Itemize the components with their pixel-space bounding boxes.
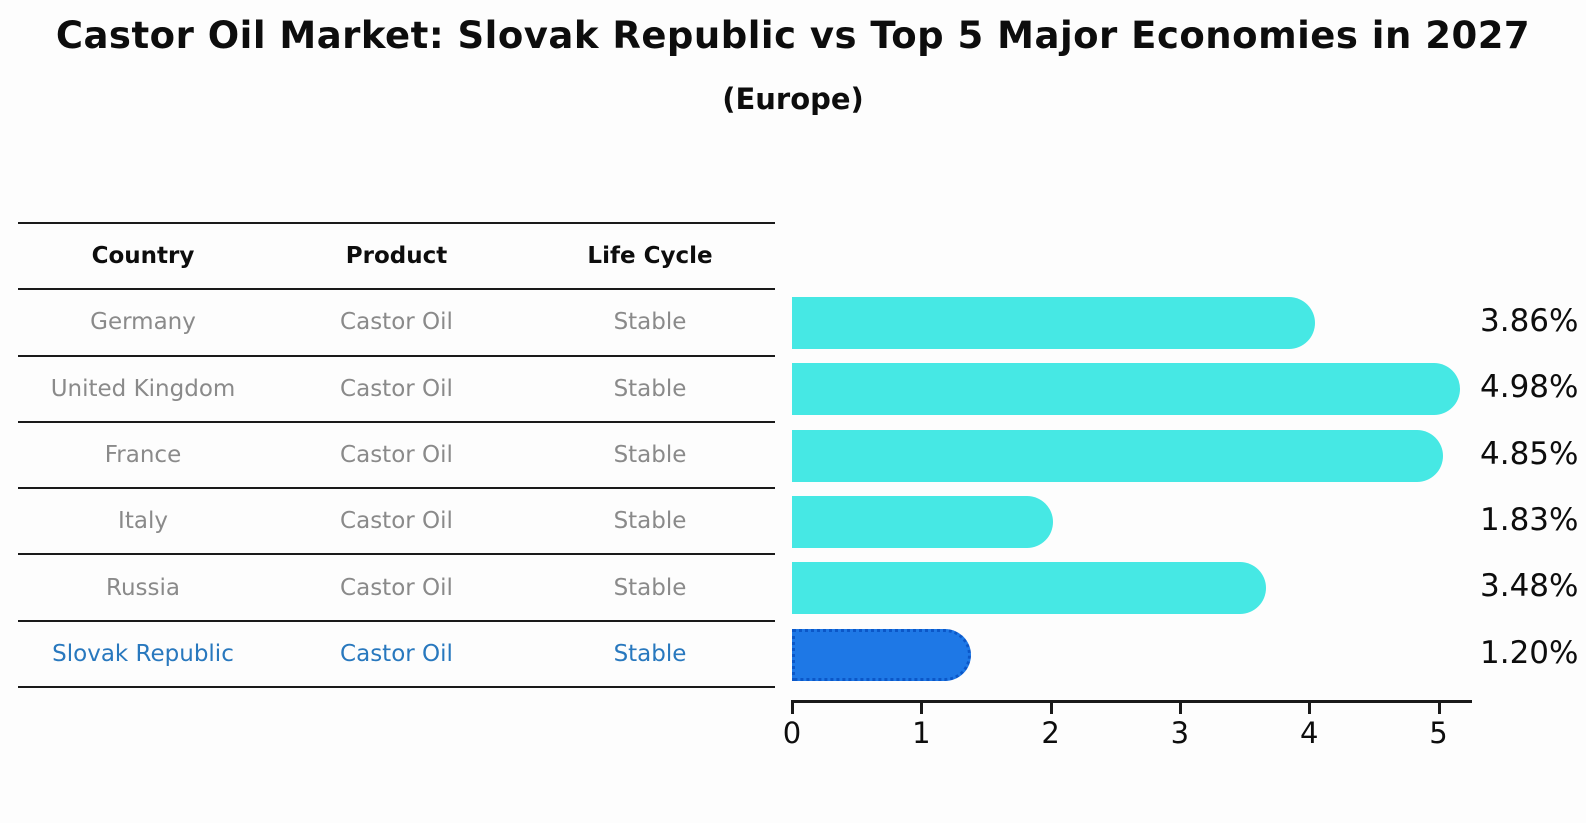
bar-russia xyxy=(792,562,1266,615)
country-cell: United Kingdom xyxy=(50,375,236,402)
value-label-france: 4.85% xyxy=(1480,435,1579,472)
life-cycle-cell: Stable xyxy=(613,574,687,601)
table-row-france: France Castor Oil Stable xyxy=(18,423,775,490)
product-cell: Castor Oil xyxy=(340,640,453,667)
life-cycle-cell: Stable xyxy=(613,309,687,336)
x-axis-tick xyxy=(1178,703,1182,714)
x-axis-tick-label: 4 xyxy=(1299,716,1319,750)
life-cycle-cell: Stable xyxy=(613,508,687,535)
chart-subtitle: (Europe) xyxy=(722,82,864,116)
value-label-italy: 1.83% xyxy=(1480,501,1579,538)
bar-chart-plot-area xyxy=(792,290,1473,690)
column-header-product: Product xyxy=(345,243,448,270)
value-label-germany: 3.86% xyxy=(1480,303,1579,339)
bar-united-kingdom xyxy=(792,363,1460,416)
value-label-slovak-republic: 1.20% xyxy=(1480,634,1579,671)
x-axis-tick-label: 5 xyxy=(1429,716,1448,750)
value-label-russia: 3.48% xyxy=(1480,568,1579,605)
country-cell: France xyxy=(104,442,182,469)
life-cycle-cell: Stable xyxy=(613,442,687,469)
product-cell: Castor Oil xyxy=(340,442,453,469)
page-title: Castor Oil Market: Slovak Republic vs To… xyxy=(55,14,1531,57)
table-row-russia: Russia Castor Oil Stable xyxy=(18,555,775,622)
value-label-united-kingdom: 4.98% xyxy=(1480,369,1579,406)
x-axis-tick xyxy=(791,703,794,714)
table-row-slovak-republic: Slovak Republic Castor Oil Stable xyxy=(18,622,775,689)
product-cell: Castor Oil xyxy=(340,375,453,402)
country-cell: Italy xyxy=(118,508,168,535)
country-cell: Slovak Republic xyxy=(52,640,234,667)
bar-france xyxy=(792,429,1444,482)
column-header-country: Country xyxy=(91,243,195,270)
life-cycle-cell: Stable xyxy=(613,640,687,667)
x-axis-tick-label: 1 xyxy=(912,716,931,750)
x-axis-tick xyxy=(1308,703,1312,714)
x-axis-tick-label: 2 xyxy=(1041,716,1060,750)
country-table: Country Product Life Cycle Germany Casto… xyxy=(18,222,775,689)
bar-germany xyxy=(792,297,1316,349)
x-axis-tick xyxy=(1049,703,1053,714)
x-axis-tick xyxy=(920,703,924,714)
country-cell: Germany xyxy=(90,309,196,336)
bar-slovak-republic xyxy=(792,628,972,681)
product-cell: Castor Oil xyxy=(340,309,453,336)
table-row-italy: Italy Castor Oil Stable xyxy=(18,489,775,556)
product-cell: Castor Oil xyxy=(340,508,453,535)
x-axis-line xyxy=(791,700,1472,703)
x-axis-tick-label: 3 xyxy=(1170,716,1190,750)
country-cell: Russia xyxy=(106,574,180,601)
table-header-row: Country Product Life Cycle xyxy=(18,222,775,291)
table-row-germany: Germany Castor Oil Stable xyxy=(18,290,775,357)
x-axis-tick-label: 0 xyxy=(782,716,802,750)
life-cycle-cell: Stable xyxy=(613,375,687,402)
x-axis-tick xyxy=(1437,703,1441,714)
product-cell: Castor Oil xyxy=(340,574,453,601)
column-header-life-cycle: Life Cycle xyxy=(587,243,713,270)
bar-italy xyxy=(792,495,1053,548)
table-row-united-kingdom: United Kingdom Castor Oil Stable xyxy=(18,357,775,423)
